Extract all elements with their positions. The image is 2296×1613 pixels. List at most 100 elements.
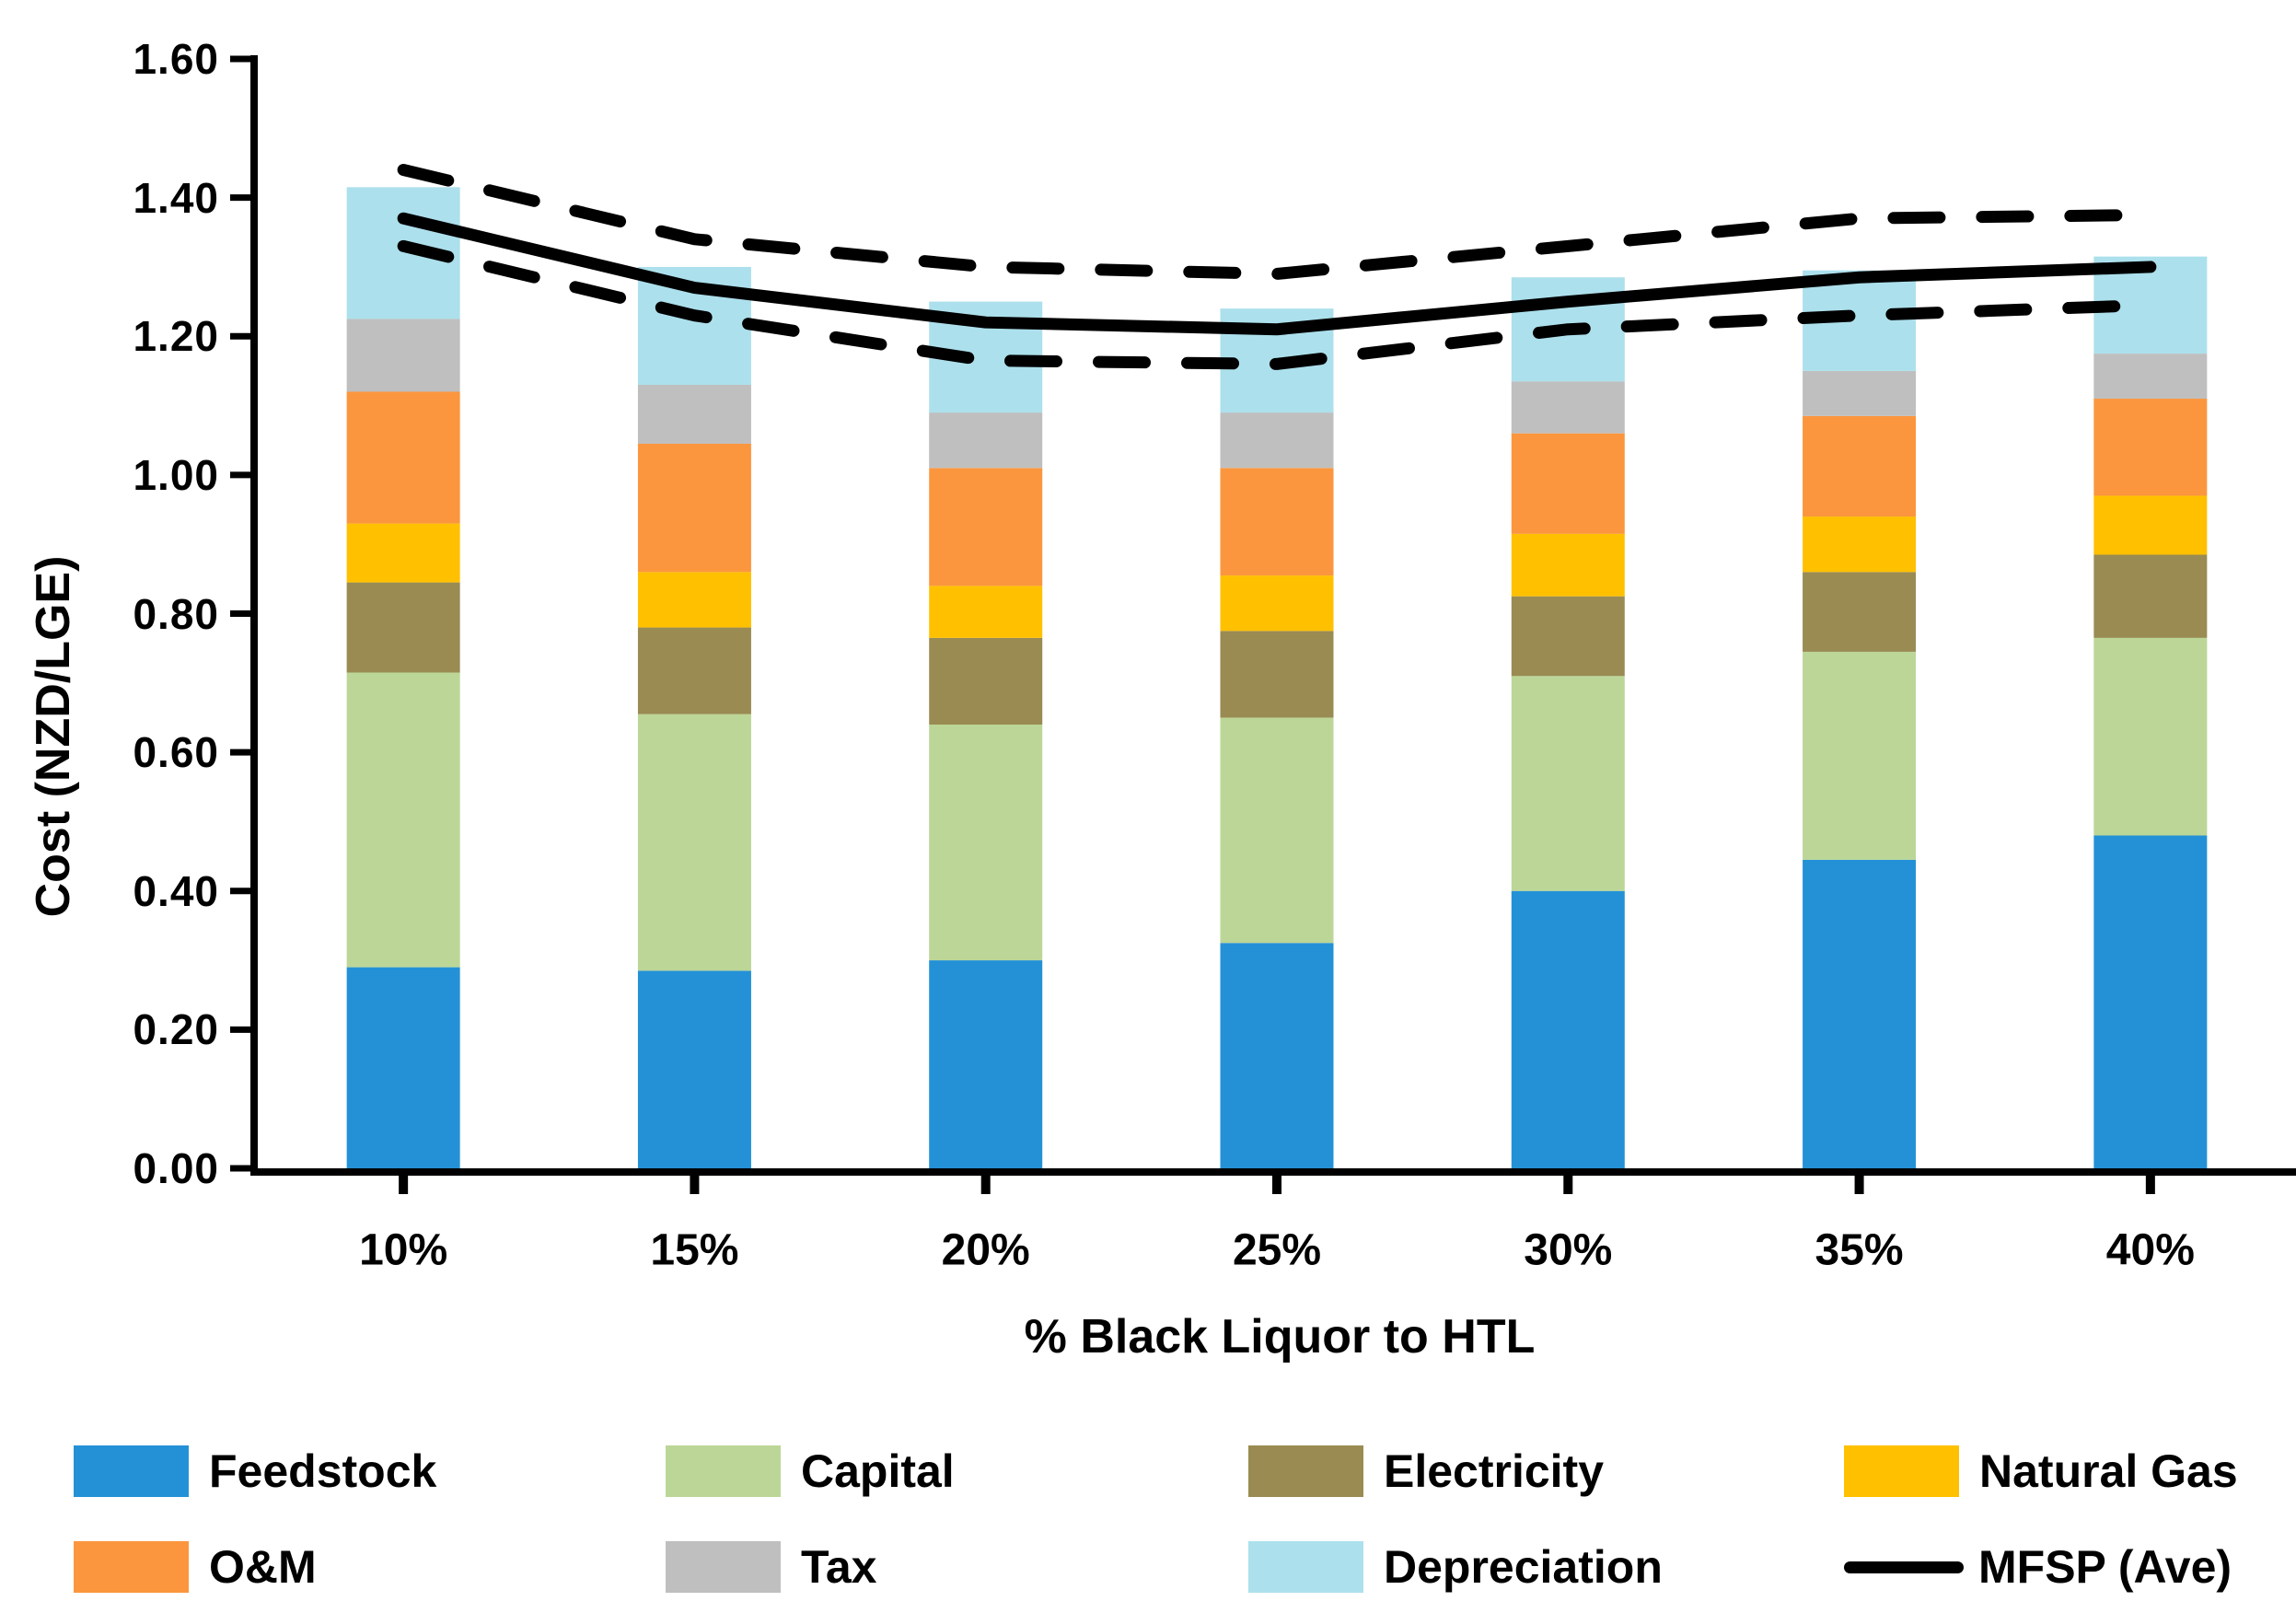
- bar-segment-o-m-30%: [1511, 433, 1625, 534]
- bar-segment-feedstock-10%: [346, 967, 460, 1168]
- legend-item-electricity: Electricity: [1248, 1444, 1604, 1499]
- bar-segment-natural-gas-40%: [2093, 495, 2208, 555]
- bar-segment-capital-30%: [1511, 676, 1625, 891]
- bar-segment-feedstock-15%: [637, 970, 751, 1168]
- bar-segment-feedstock-35%: [1803, 859, 1917, 1168]
- legend-label: Tax: [801, 1541, 877, 1593]
- bar-segment-tax-40%: [2093, 354, 2208, 400]
- legend-item-tax: Tax: [666, 1539, 876, 1595]
- y-tick-mark: [230, 610, 250, 617]
- bar-segment-electricity-35%: [1803, 572, 1917, 652]
- x-tick-mark: [1563, 1176, 1573, 1194]
- bar-segment-electricity-20%: [929, 637, 1043, 725]
- y-tick-mark: [230, 471, 250, 479]
- legend-swatch: [74, 1541, 189, 1593]
- bar-segment-capital-15%: [637, 714, 751, 971]
- bar-segment-capital-20%: [929, 725, 1043, 961]
- legend-item-natural-gas: Natural Gas: [1844, 1444, 2238, 1499]
- bar-segment-electricity-30%: [1511, 596, 1625, 677]
- legend-label: Depreciation: [1384, 1541, 1663, 1593]
- x-tick-label: 15%: [650, 1225, 739, 1275]
- legend-item-capital: Capital: [666, 1444, 955, 1499]
- y-tick-mark: [230, 888, 250, 895]
- bar-segment-tax-35%: [1803, 370, 1917, 416]
- y-tick-label: 0.40: [133, 866, 219, 915]
- legend-swatch: [1248, 1541, 1363, 1593]
- mfsp-line: [397, 212, 2157, 336]
- y-tick-mark: [230, 55, 250, 63]
- bar-segment-electricity-40%: [2093, 554, 2208, 638]
- x-axis-line: [250, 1168, 2296, 1176]
- bar-segment-natural-gas-30%: [1511, 533, 1625, 597]
- y-tick-label: 1.20: [133, 312, 219, 361]
- x-tick-label: 10%: [359, 1225, 448, 1275]
- bar-segment-o-m-40%: [2093, 399, 2208, 496]
- legend-label: O&M: [209, 1541, 317, 1593]
- y-axis-line: [250, 55, 258, 1172]
- y-tick-mark: [230, 1165, 250, 1172]
- lower-bound-line: [397, 239, 2157, 370]
- bar-segment-tax-25%: [1220, 412, 1334, 469]
- y-tick-mark: [230, 194, 250, 202]
- legend-swatch: [666, 1541, 781, 1593]
- legend-swatch: [74, 1445, 189, 1497]
- x-tick-mark: [2145, 1176, 2155, 1194]
- upper-bound-line: [397, 164, 2157, 280]
- bar-segment-o-m-20%: [929, 468, 1043, 586]
- x-tick-label: 40%: [2105, 1225, 2195, 1275]
- x-tick-mark: [399, 1176, 409, 1194]
- x-tick-mark: [1272, 1176, 1281, 1194]
- bar-segment-feedstock-20%: [929, 960, 1043, 1168]
- bar-segment-tax-30%: [1511, 381, 1625, 434]
- bar-segment-electricity-25%: [1220, 631, 1334, 718]
- bar-segment-capital-10%: [346, 672, 460, 968]
- bar-segment-electricity-15%: [637, 627, 751, 714]
- x-tick-label: 25%: [1232, 1225, 1322, 1275]
- x-tick-label: 35%: [1815, 1225, 1904, 1275]
- bar-segment-feedstock-40%: [2093, 835, 2208, 1168]
- x-axis-title: % Black Liquor to HTL: [1024, 1310, 1536, 1364]
- x-tick-label: 30%: [1524, 1225, 1613, 1275]
- bar-segment-natural-gas-10%: [346, 523, 460, 583]
- legend-item-mfsp-ave-: MFSP (Ave): [1844, 1539, 2232, 1595]
- bar-segment-feedstock-30%: [1511, 890, 1625, 1168]
- x-tick-mark: [980, 1176, 991, 1194]
- legend-item-feedstock: Feedstock: [74, 1444, 436, 1499]
- bar-segment-capital-25%: [1220, 717, 1334, 944]
- bar-segment-electricity-10%: [346, 582, 460, 673]
- bar-segment-capital-40%: [2093, 637, 2208, 836]
- legend-label: Feedstock: [209, 1445, 437, 1497]
- y-tick-label: 0.00: [133, 1144, 219, 1192]
- y-tick-label: 0.80: [133, 589, 219, 638]
- legend-label: Electricity: [1384, 1445, 1605, 1497]
- legend-line-marker: [1844, 1561, 1964, 1573]
- legend-label: MFSP (Ave): [1978, 1541, 2232, 1593]
- y-tick-mark: [230, 1026, 250, 1033]
- y-tick-label: 1.60: [133, 35, 219, 83]
- y-tick-mark: [230, 332, 250, 340]
- bar-segment-o-m-35%: [1803, 415, 1917, 517]
- x-tick-mark: [1854, 1176, 1864, 1194]
- bar-segment-natural-gas-20%: [929, 586, 1043, 638]
- bar-segment-natural-gas-25%: [1220, 575, 1334, 632]
- y-tick-label: 1.00: [133, 450, 219, 499]
- bar-segment-tax-15%: [637, 384, 751, 444]
- bar-segment-capital-35%: [1803, 651, 1917, 860]
- y-axis-title: Cost (NZD/LGE): [27, 555, 80, 918]
- y-tick-mark: [230, 748, 250, 756]
- bar-segment-natural-gas-35%: [1803, 516, 1917, 573]
- x-tick-mark: [690, 1176, 700, 1194]
- bar-segment-o-m-15%: [637, 443, 751, 573]
- legend-item-depreciation: Depreciation: [1248, 1539, 1663, 1595]
- bar-segment-tax-20%: [929, 412, 1043, 469]
- x-tick-label: 20%: [941, 1225, 1030, 1275]
- bar-segment-feedstock-25%: [1220, 943, 1334, 1168]
- bar-segment-natural-gas-15%: [637, 572, 751, 628]
- legend-label: Capital: [801, 1445, 955, 1497]
- bar-segment-tax-10%: [346, 319, 460, 392]
- bar-segment-o-m-10%: [346, 391, 460, 524]
- legend-swatch: [666, 1445, 781, 1497]
- y-tick-label: 1.40: [133, 173, 219, 222]
